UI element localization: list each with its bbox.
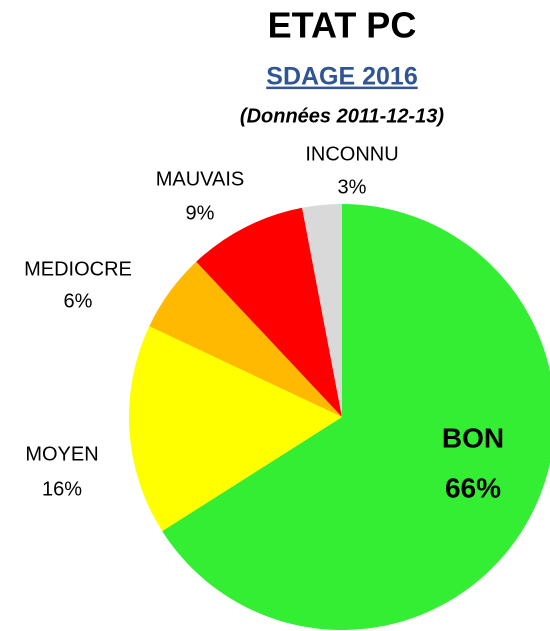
pie-slice <box>162 204 550 630</box>
slice-label: MEDIOCRE <box>24 258 132 280</box>
slice-value-label: 9% <box>186 202 215 224</box>
labels: BON 66% MOYEN 16% MEDIOCRE 6% MAUVAIS 9% INCONNU… <box>24 143 504 503</box>
slice-label: MOYEN <box>25 443 98 465</box>
pie-slice <box>129 326 342 532</box>
slice-value-label: 3% <box>338 176 367 198</box>
pie-slice <box>302 204 342 417</box>
chart-subtitle: SDAGE 2016 <box>266 63 417 91</box>
pie-slice <box>149 261 342 417</box>
pie-slice <box>196 207 342 417</box>
slice-label: MAUVAIS <box>156 168 245 190</box>
pie <box>129 204 550 630</box>
slice-value-label: 6% <box>64 290 93 312</box>
slice-label: INCONNU <box>305 143 398 165</box>
chart-note: (Données 2011-12-13) <box>240 105 445 127</box>
slice-value-label: 16% <box>42 478 82 500</box>
chart-title: ETAT PC <box>268 5 417 46</box>
slice-value-label: 66% <box>445 472 501 503</box>
slice-label: BON <box>442 422 504 453</box>
